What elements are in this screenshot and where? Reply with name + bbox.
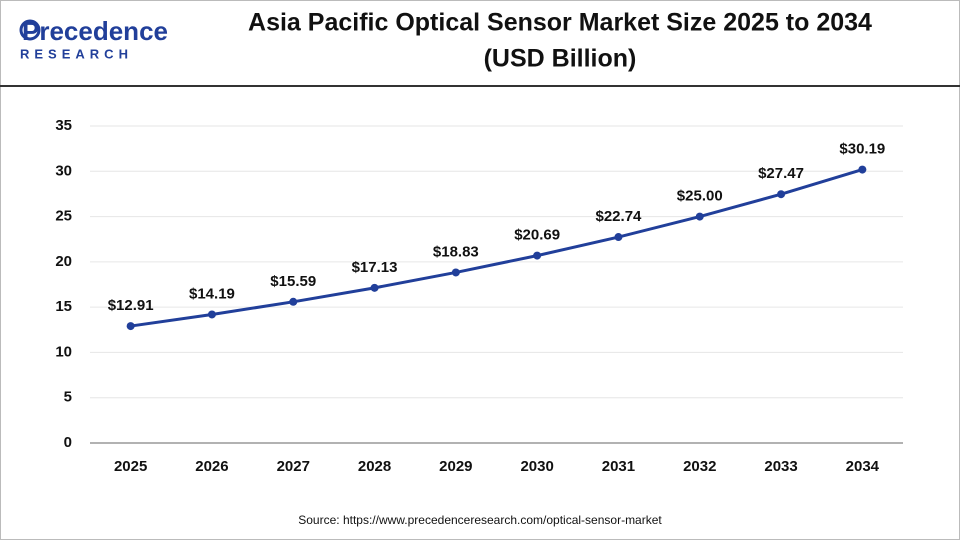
y-tick-label: 30 [55, 162, 72, 179]
y-tick-label: 35 [55, 117, 72, 134]
x-tick-label: 2033 [764, 458, 797, 475]
x-tick-label: 2029 [439, 458, 472, 475]
x-tick-label: 2034 [846, 458, 880, 475]
x-tick-label: 2027 [277, 458, 310, 475]
point [858, 165, 867, 174]
source: Source: https://www.precedenceresearch.c… [298, 513, 662, 527]
value-label: $17.13 [352, 259, 398, 276]
point [614, 233, 623, 242]
x-tick-label: 2031 [602, 458, 635, 475]
logo-icon [19, 19, 41, 41]
value-label: $22.74 [596, 208, 643, 225]
point [533, 251, 542, 260]
value-label: $30.19 [839, 141, 885, 158]
value-label: $15.59 [270, 273, 316, 290]
y-tick-label: 10 [55, 343, 72, 360]
value-label: $27.47 [758, 165, 804, 182]
value-label: $18.83 [433, 243, 479, 260]
x-tick-label: 2032 [683, 458, 716, 475]
y-tick-label: 0 [64, 434, 72, 451]
y-tick-label: 20 [55, 253, 72, 270]
chart-title: Asia Pacific Optical Sensor Market Size … [248, 9, 872, 37]
point [289, 297, 298, 306]
point [451, 268, 460, 277]
point [777, 190, 786, 199]
x-tick-label: 2025 [114, 458, 147, 475]
value-label: $20.69 [514, 227, 560, 244]
value-label: $12.91 [108, 297, 154, 314]
x-tick-label: 2030 [520, 458, 553, 475]
value-label: $14.19 [189, 285, 235, 302]
y-tick-label: 5 [64, 389, 72, 406]
point [207, 310, 216, 319]
point [370, 283, 379, 292]
chart-title: (USD Billion) [484, 45, 637, 73]
logo-tagline: RESEARCH [20, 46, 133, 61]
line [130, 168, 863, 328]
value-label: $25.00 [677, 188, 723, 205]
x-tick-label: 2026 [195, 458, 228, 475]
point [695, 212, 704, 221]
y-tick-label: 15 [55, 298, 72, 315]
point [126, 322, 135, 331]
logo-name: Precedence [22, 16, 168, 46]
x-tick-label: 2028 [358, 458, 391, 475]
y-tick-label: 25 [55, 208, 72, 225]
